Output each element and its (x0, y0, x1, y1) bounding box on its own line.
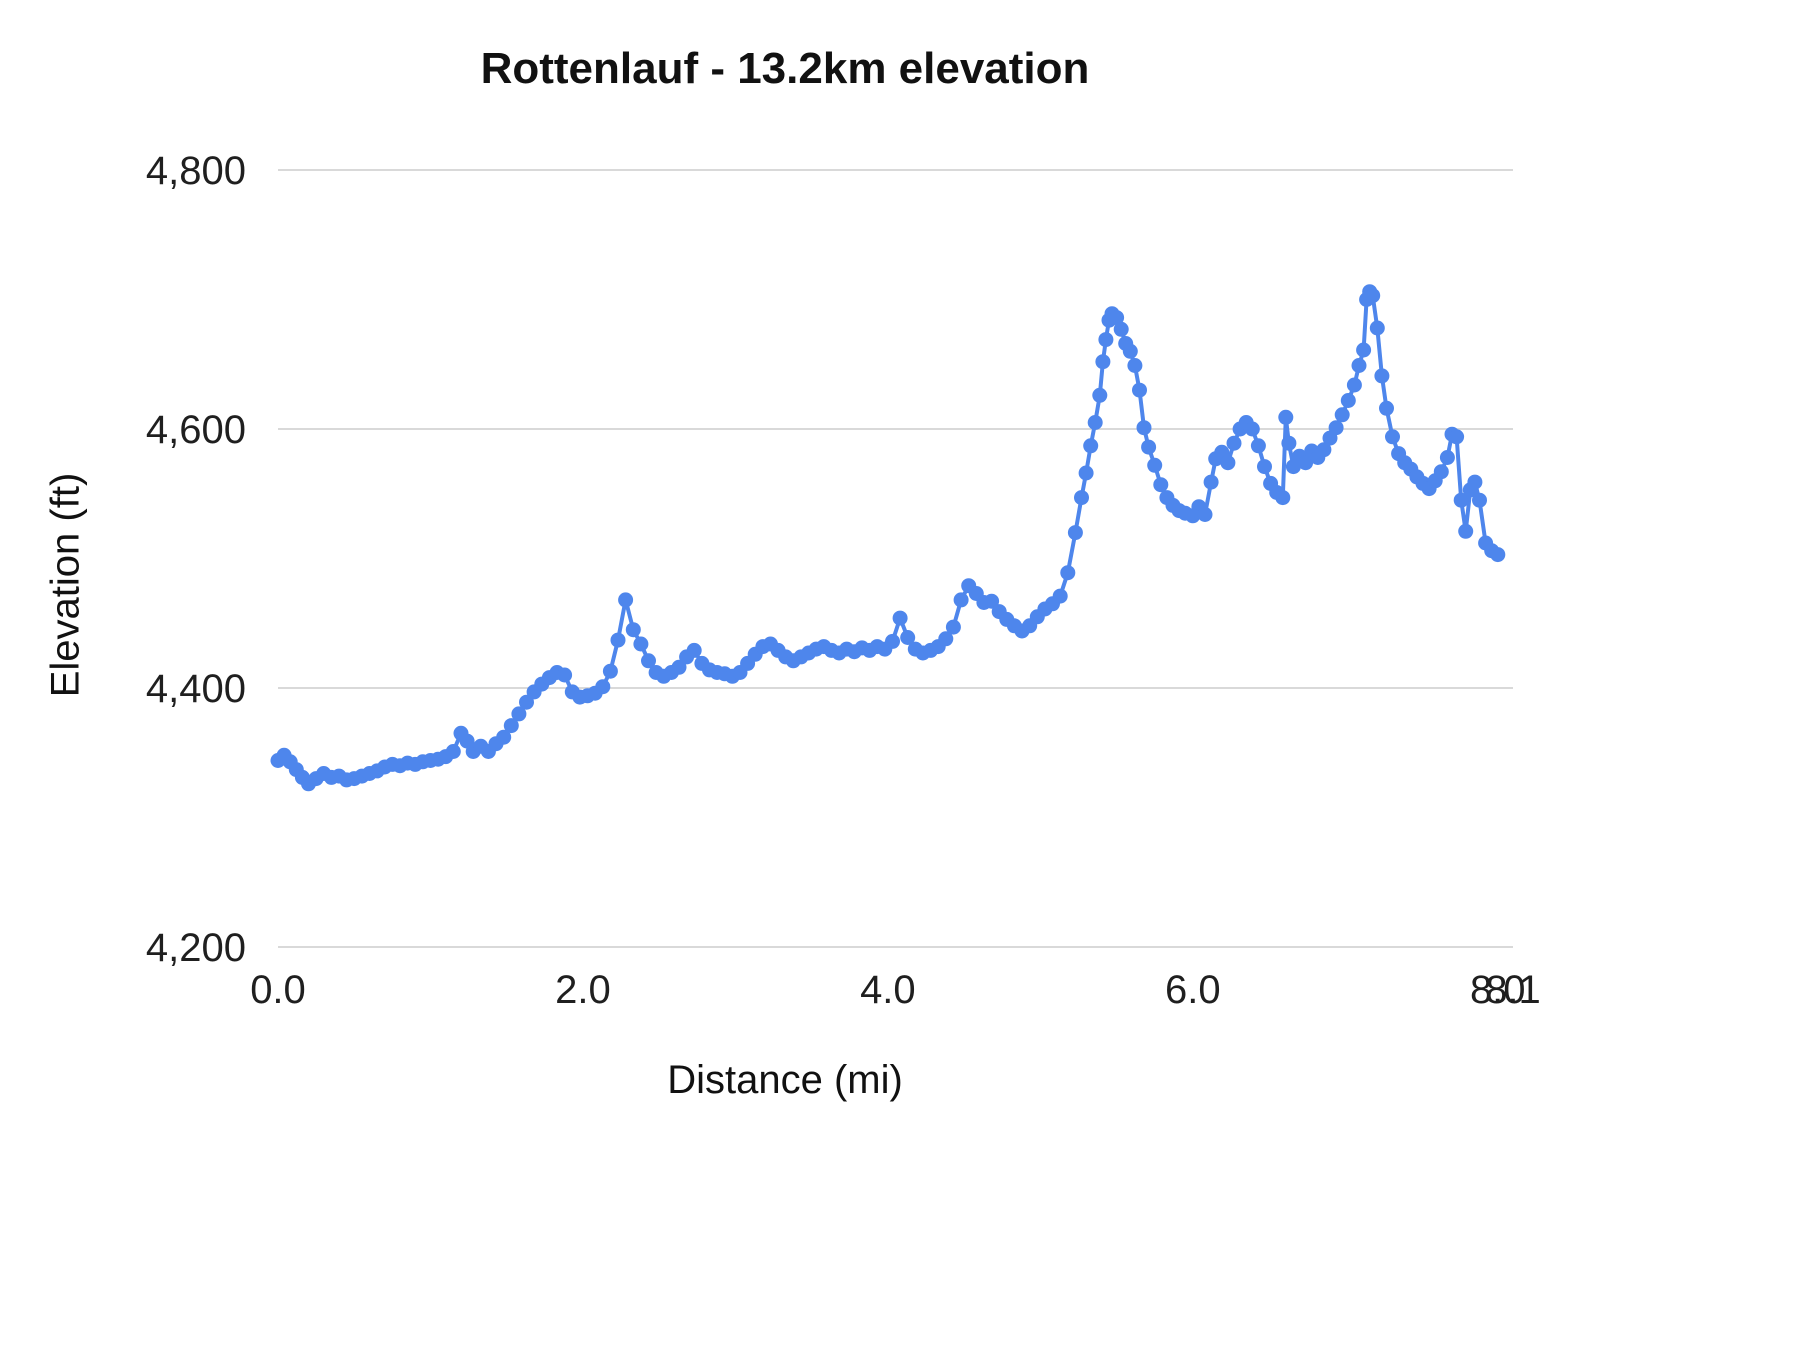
data-point (1067, 525, 1083, 541)
data-point (1095, 354, 1111, 370)
data-point (1250, 438, 1266, 454)
data-point (602, 663, 618, 679)
data-point (1203, 474, 1219, 490)
data-point (945, 619, 961, 635)
data-point (618, 592, 634, 608)
data-point (641, 653, 656, 669)
data-point (1220, 455, 1236, 471)
data-point (1374, 368, 1390, 384)
y-tick-label: 4,400 (146, 667, 246, 711)
data-point (885, 633, 900, 649)
data-point (1369, 320, 1385, 336)
data-point (1098, 332, 1114, 348)
series-line (276, 289, 1500, 786)
data-point (1083, 438, 1099, 454)
data-point (1136, 420, 1152, 436)
x-tick-label: 2.0 (555, 968, 611, 1012)
data-point (1147, 457, 1163, 473)
data-point (1122, 343, 1138, 359)
data-point (1074, 490, 1089, 506)
data-point (938, 631, 954, 647)
data-point (633, 636, 649, 652)
data-point (1109, 310, 1125, 326)
x-tick-label: 4.0 (860, 968, 916, 1012)
data-point (1298, 455, 1314, 471)
data-point (557, 667, 573, 683)
data-point (519, 694, 534, 710)
data-point (496, 729, 512, 745)
data-point (1458, 523, 1474, 539)
x-axis-title: Distance (mi) (667, 1058, 903, 1102)
data-point (1278, 409, 1294, 425)
data-point (892, 610, 908, 626)
data-point (1356, 342, 1372, 358)
data-point (503, 718, 519, 734)
data-point (1281, 435, 1297, 451)
data-point (1132, 382, 1147, 398)
data-point (984, 593, 1000, 609)
data-point (1113, 321, 1129, 337)
data-point (1257, 459, 1272, 475)
data-point (1087, 415, 1103, 430)
data-point (511, 706, 527, 722)
data-point (686, 642, 702, 658)
data-point (1379, 400, 1394, 416)
data-point (1346, 377, 1362, 393)
x-tick-label: 6.0 (1165, 968, 1221, 1012)
data-point (1340, 393, 1356, 408)
x-tick-label: 8.0 (1470, 968, 1526, 1012)
data-point (1127, 358, 1143, 373)
data-point (1092, 387, 1108, 403)
data-point (1316, 442, 1332, 458)
data-point (1334, 407, 1350, 423)
data-point (1197, 507, 1213, 522)
data-point (1078, 465, 1094, 481)
data-point (1141, 439, 1157, 455)
chart-title: Rottenlauf - 13.2km elevation (480, 44, 1090, 93)
x-tick-label: 0.0 (250, 968, 306, 1012)
y-tick-label: 4,600 (146, 408, 246, 452)
data-point (1433, 464, 1449, 480)
data-point (1472, 492, 1487, 508)
data-point (1275, 490, 1291, 506)
data-point (1351, 358, 1367, 373)
y-tick-label: 4,800 (146, 149, 246, 193)
x-tick-label: 8.1 (1485, 968, 1541, 1012)
data-point (1052, 588, 1068, 604)
data-point (625, 622, 641, 638)
data-point (1244, 421, 1260, 437)
data-points (270, 284, 1506, 792)
data-point (1226, 435, 1242, 451)
data-point (610, 632, 626, 648)
data-point (1385, 429, 1400, 445)
data-point (1467, 474, 1483, 490)
data-point (953, 592, 969, 608)
data-point (1365, 288, 1381, 304)
y-tick-label: 4,200 (146, 926, 246, 970)
data-point (1060, 565, 1076, 581)
data-point (1490, 547, 1506, 563)
data-point (1449, 429, 1465, 445)
data-point (445, 744, 461, 759)
data-point (671, 659, 687, 675)
data-point (1153, 477, 1169, 493)
data-point (900, 630, 916, 645)
data-point (1453, 492, 1469, 508)
data-point (595, 679, 611, 695)
data-point (1439, 450, 1455, 465)
data-point (1328, 420, 1344, 436)
